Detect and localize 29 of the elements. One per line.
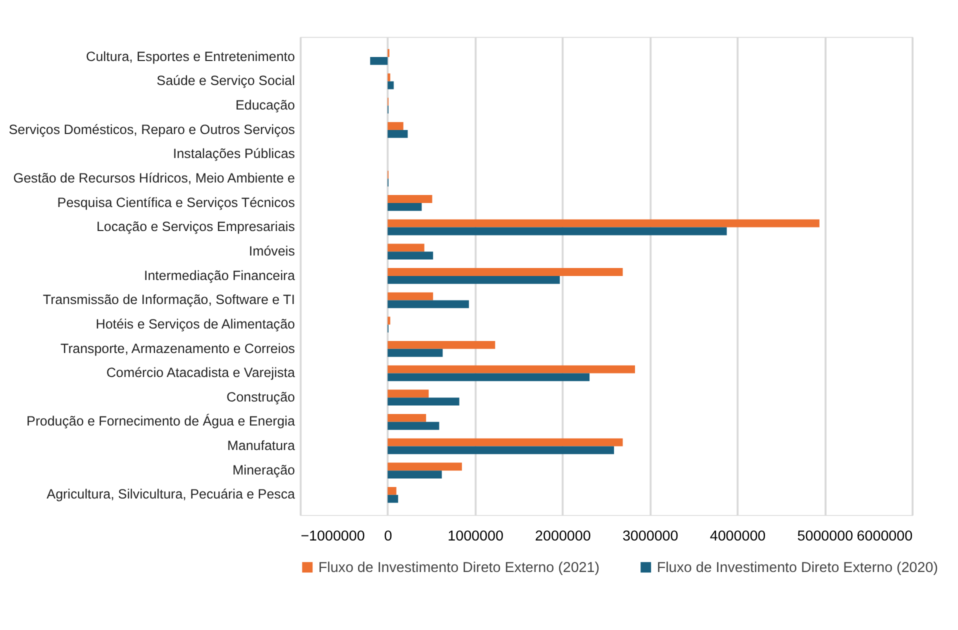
y-tick-label: Saúde e Serviço Social bbox=[156, 73, 295, 88]
y-tick-label: Mineração bbox=[232, 462, 295, 478]
x-tick-label: 1000000 bbox=[448, 528, 504, 544]
y-tick-label: Cultura, Esportes e Entretenimento bbox=[86, 48, 295, 64]
y-tick-label: Pesquisa Científica e Serviços Técnicos bbox=[57, 194, 296, 210]
y-tick-label: Produção e Fornecimento de Água e Energia bbox=[26, 414, 296, 429]
y-tick-label: Imóveis bbox=[248, 243, 296, 258]
legend-label: Fluxo de Investimento Direto Externo (2020) bbox=[656, 560, 938, 576]
y-tick-label: Locação e Serviços Empresariais bbox=[96, 219, 296, 234]
y-tick-label: Manufatura bbox=[227, 438, 296, 454]
x-tick-label: 3000000 bbox=[622, 528, 678, 544]
y-tick-label: Comércio Atacadista e Varejista bbox=[106, 365, 296, 380]
y-tick-label: Gestão de Recursos Hídricos, Meio Ambiente e bbox=[13, 170, 295, 186]
x-tick-label: 0 bbox=[384, 528, 392, 544]
y-tick-label: Agricultura, Silvicultura, Pecuária e Pesca bbox=[46, 486, 296, 502]
y-tick-label: Transporte, Armazenamento e Correios bbox=[60, 340, 296, 356]
y-tick-label: Intermediação Financeira bbox=[144, 268, 296, 283]
x-tick-label: −1000000 bbox=[300, 528, 365, 544]
x-tick-label: 5000000 bbox=[797, 528, 854, 544]
y-tick-label: Hotéis e Serviços de Alimentação bbox=[96, 316, 295, 332]
y-tick-label: Construção bbox=[226, 389, 295, 404]
y-tick-label: Educação bbox=[235, 97, 295, 112]
x-tick-label: 4000000 bbox=[710, 528, 766, 544]
x-tick-label: 6000000 bbox=[856, 528, 913, 544]
y-tick-label: Instalações Públicas bbox=[173, 146, 296, 162]
legend-label: Fluxo de Investimento Direto Externo (2021) bbox=[318, 560, 600, 576]
y-tick-label: Transmissão de Informação, Software e TI bbox=[42, 292, 295, 308]
y-tick-label: Serviços Domésticos, Reparo e Outros Serviços bbox=[8, 122, 296, 137]
x-tick-label: 2000000 bbox=[535, 528, 591, 544]
